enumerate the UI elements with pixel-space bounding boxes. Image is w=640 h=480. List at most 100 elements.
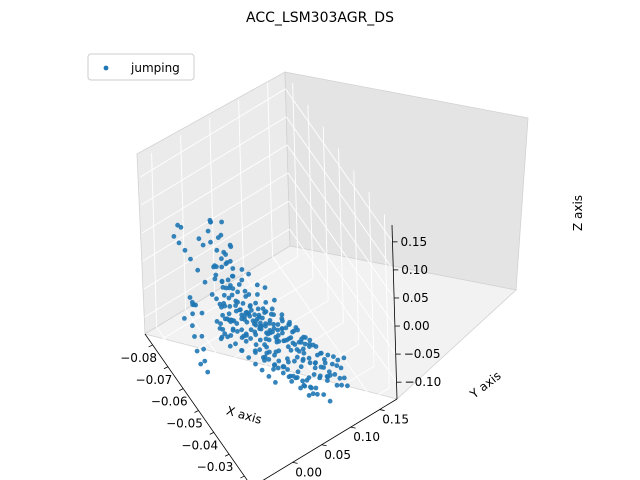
data-point (195, 267, 201, 273)
y-tick-label: 0.15 (382, 413, 409, 427)
data-point (334, 382, 340, 388)
data-point (283, 325, 289, 331)
data-point (310, 391, 316, 397)
data-point (345, 383, 350, 389)
data-point (239, 327, 245, 333)
data-point (223, 285, 229, 291)
x-grid-line (353, 170, 360, 345)
data-point (269, 306, 275, 312)
data-point (219, 256, 224, 262)
z-grid-line (285, 88, 393, 243)
data-point (272, 352, 277, 358)
x-grid-line (383, 214, 390, 389)
x-grid-line (292, 82, 299, 257)
x-grid-line (167, 278, 314, 368)
data-point (247, 313, 253, 319)
data-point (306, 393, 312, 398)
data-point (307, 344, 312, 349)
y-grid-line (238, 100, 245, 275)
data-point (230, 286, 236, 291)
data-point (298, 364, 304, 370)
data-point (317, 375, 323, 381)
data-point (292, 358, 297, 364)
z-grid-line (140, 88, 286, 178)
data-point (275, 322, 281, 327)
data-point (190, 323, 195, 329)
data-point (253, 300, 258, 306)
data-point (222, 316, 228, 322)
data-point (243, 294, 249, 299)
data-point (271, 321, 276, 327)
z-grid-line (141, 144, 288, 234)
data-point (280, 370, 286, 376)
data-point (265, 331, 271, 337)
data-point (313, 385, 319, 391)
data-point (303, 335, 308, 340)
data-point (263, 323, 268, 329)
y-axis-line (262, 398, 398, 480)
z-grid-line (141, 116, 287, 206)
data-point (230, 273, 236, 279)
grid-lines (140, 82, 397, 480)
data-point (246, 355, 252, 360)
data-point (190, 311, 196, 317)
data-point (211, 264, 217, 270)
data-point (288, 347, 294, 353)
data-point (329, 361, 335, 367)
data-point (219, 264, 225, 270)
data-point (221, 292, 227, 298)
data-point (233, 341, 238, 347)
data-point (271, 326, 277, 331)
data-point (306, 355, 312, 361)
data-point (332, 372, 338, 377)
data-point (322, 357, 327, 362)
data-point (247, 304, 253, 309)
x-grid-line (244, 387, 390, 477)
y-grid-line (209, 117, 216, 292)
data-point (302, 341, 308, 347)
x-tick (240, 475, 245, 479)
data-point (228, 319, 234, 325)
data-point (293, 375, 299, 381)
x-grid-line (213, 343, 360, 433)
data-point (208, 219, 214, 225)
y-grid-line (267, 82, 274, 257)
data-point (239, 335, 245, 340)
data-point (301, 350, 307, 356)
data-point (322, 360, 328, 366)
data-point (230, 266, 236, 271)
data-point (235, 289, 241, 295)
data-point (236, 282, 242, 287)
data-point (274, 339, 280, 345)
data-point (219, 304, 224, 310)
data-point (312, 360, 318, 366)
z-grid-line (286, 144, 395, 299)
data-point (295, 327, 300, 333)
data-point (294, 354, 300, 360)
y-grid-line (156, 326, 264, 480)
z-axis-line (391, 224, 398, 400)
data-point (234, 321, 240, 326)
data-point (289, 379, 295, 384)
data-point (267, 321, 272, 326)
data-point (281, 364, 287, 370)
x-tick (194, 410, 199, 413)
data-point (249, 307, 254, 313)
data-point (286, 322, 292, 327)
data-point (335, 357, 341, 363)
data-point (193, 302, 199, 308)
data-point (205, 228, 211, 234)
data-point (219, 219, 225, 225)
data-point (243, 338, 249, 344)
data-point (233, 303, 239, 308)
data-point (196, 236, 202, 242)
data-point (290, 329, 295, 335)
data-point (338, 365, 344, 371)
data-point (304, 377, 310, 383)
data-point (302, 383, 308, 389)
data-point (334, 363, 340, 368)
data-point (198, 361, 204, 367)
data-point (230, 327, 236, 333)
data-point (262, 310, 267, 315)
data-point (260, 306, 266, 312)
